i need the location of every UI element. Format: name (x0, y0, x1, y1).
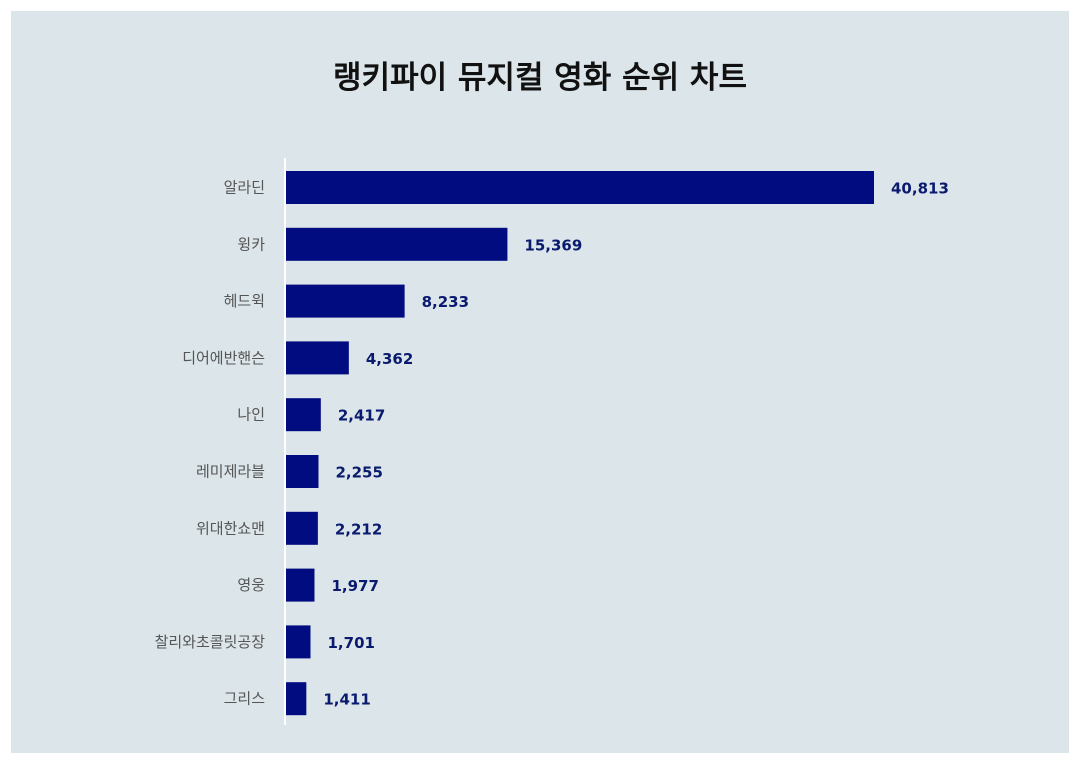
category-label-8: 영웅 (237, 576, 265, 594)
category-label-9: 찰리와초콜릿공장 (155, 633, 266, 651)
value-label-4: 4,362 (366, 350, 413, 368)
value-label-2: 15,369 (524, 236, 582, 254)
value-label-3: 8,233 (422, 293, 469, 311)
category-label-10: 그리스 (224, 690, 266, 708)
bar-7 (286, 511, 318, 545)
value-label-8: 1,977 (331, 577, 378, 595)
value-label-5: 2,417 (338, 407, 385, 425)
category-label-4: 디어에반핸슨 (182, 349, 265, 367)
bar-8 (286, 568, 315, 602)
value-label-9: 1,701 (328, 634, 375, 652)
category-label-7: 위대한쇼맨 (196, 519, 265, 537)
bar-6 (286, 455, 319, 488)
chart-panel (11, 11, 1069, 753)
bar-10 (286, 682, 307, 716)
bar-3 (286, 284, 405, 318)
category-label-5: 나인 (237, 406, 265, 424)
value-label-6: 2,255 (335, 464, 382, 482)
bar-1 (286, 171, 874, 204)
bar-2 (286, 227, 508, 261)
bar-5 (286, 398, 321, 432)
category-label-3: 헤드윅 (224, 292, 265, 310)
category-label-6: 레미제라블 (196, 463, 265, 481)
value-label-10: 1,411 (323, 691, 370, 709)
value-label-1: 40,813 (891, 180, 949, 198)
value-label-7: 2,212 (335, 520, 382, 538)
bar-9 (286, 625, 311, 659)
bars-group: 알라딘 40,813 윙카 15,369 헤드윅 8,233 디어에반핸슨 4,362 나인 2,… (155, 171, 949, 716)
bar-4 (286, 341, 349, 375)
category-label-1: 알라딘 (224, 179, 265, 197)
chart-title: 랭키파이 뮤지컬 영화 순위 차트 (333, 60, 747, 96)
category-label-2: 윙카 (237, 235, 265, 253)
